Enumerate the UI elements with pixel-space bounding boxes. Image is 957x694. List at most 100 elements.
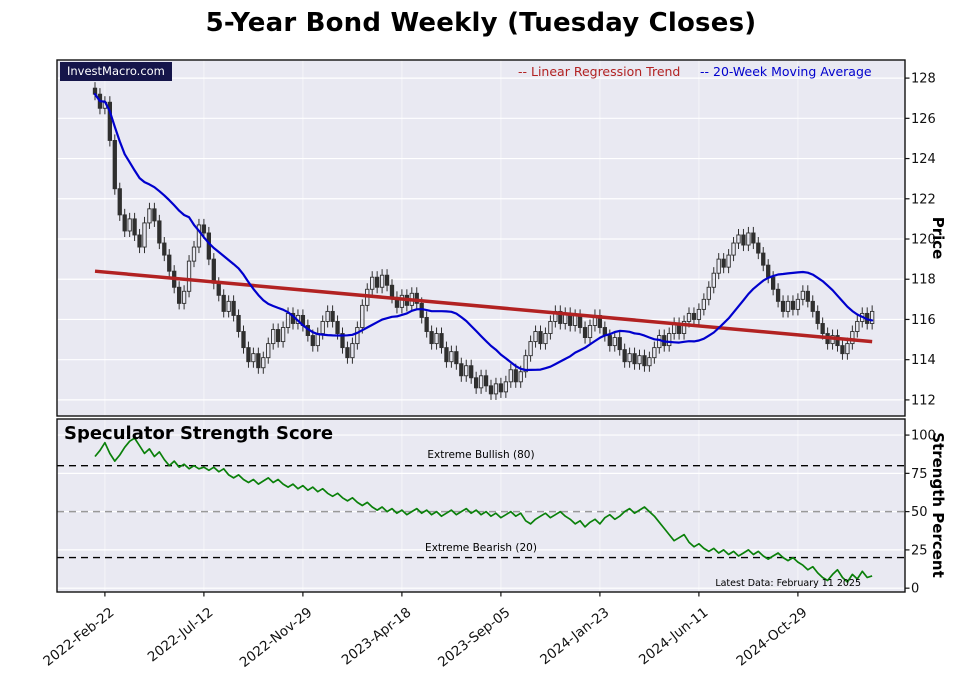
candle — [246, 347, 251, 363]
candle — [370, 276, 375, 290]
candle — [751, 232, 756, 244]
candle — [513, 369, 518, 383]
panel-bg — [57, 419, 905, 592]
regression-line — [94, 269, 873, 344]
candle — [647, 357, 652, 367]
candle — [543, 333, 548, 345]
candle — [503, 381, 508, 393]
candle — [756, 242, 761, 254]
candle — [236, 314, 241, 332]
candle — [241, 331, 246, 349]
candle — [256, 353, 261, 369]
candle — [127, 218, 132, 232]
extreme-bullish-label: Extreme Bullish (80) — [427, 449, 535, 461]
candle — [686, 312, 692, 322]
candle — [573, 314, 578, 326]
watermark-badge: InvestMacro.com — [60, 62, 172, 81]
candle — [558, 310, 563, 324]
price-tick-label: 124 — [911, 152, 936, 167]
candle — [706, 286, 711, 300]
candle — [379, 274, 385, 288]
candle — [736, 234, 741, 244]
x-tick-label: 2022-Jul-12 — [145, 605, 217, 666]
x-tick-label: 2022-Nov-29 — [237, 605, 316, 671]
candle — [850, 331, 855, 345]
candle — [523, 355, 528, 373]
candle — [191, 246, 197, 262]
candle — [399, 294, 405, 308]
candle — [691, 312, 697, 320]
candle — [147, 208, 152, 224]
candle — [132, 218, 137, 236]
candle — [216, 282, 221, 296]
candle — [261, 357, 266, 369]
candle — [741, 234, 746, 246]
candle — [107, 101, 113, 141]
candle — [721, 258, 726, 268]
candle — [637, 355, 642, 365]
candle — [167, 254, 172, 272]
x-tick-label: 2023-Apr-18 — [339, 605, 415, 669]
latest-data-label: Latest Data: February 11 2025 — [715, 578, 861, 589]
candle — [667, 333, 672, 347]
strength-tick-label: 0 — [911, 582, 919, 597]
candle — [716, 258, 721, 274]
price-tick-label: 112 — [911, 393, 936, 408]
candle — [117, 188, 122, 216]
candle — [122, 214, 127, 232]
price-tick-label: 126 — [911, 112, 936, 127]
strength-axis-label: Strength Percent — [929, 432, 947, 578]
candle — [766, 264, 771, 278]
candle — [350, 343, 355, 359]
candle — [746, 232, 751, 246]
candle — [696, 308, 702, 320]
strength-tick-label: 75 — [911, 467, 928, 482]
candle — [459, 363, 464, 377]
x-tick-label: 2024-Jun-11 — [636, 605, 711, 669]
candle — [449, 351, 454, 363]
moving-average-line — [93, 93, 874, 372]
candle — [845, 343, 850, 355]
candle — [795, 298, 801, 310]
candle — [870, 310, 875, 324]
candle — [612, 337, 617, 347]
x-tick-label: 2024-Jan-23 — [537, 605, 612, 669]
candle — [221, 294, 226, 312]
candle — [488, 385, 494, 395]
candle — [508, 369, 513, 383]
candle — [840, 345, 845, 355]
candle — [582, 327, 588, 339]
candle — [701, 298, 707, 310]
x-tick-label: 2024-Oct-29 — [734, 605, 811, 670]
candle — [538, 331, 543, 345]
extreme-bearish-label: Extreme Bearish (20) — [425, 542, 537, 554]
candle — [355, 327, 360, 345]
candle — [157, 220, 162, 244]
candle — [340, 333, 345, 349]
candle — [805, 290, 810, 302]
candle — [771, 276, 776, 290]
candle — [622, 349, 627, 363]
candle — [632, 353, 637, 365]
chart-title: 5-Year Bond Weekly (Tuesday Closes) — [205, 8, 757, 38]
price-tick-label: 122 — [911, 192, 936, 207]
candle — [528, 341, 533, 357]
candle — [587, 325, 593, 339]
candle — [681, 321, 687, 334]
candle — [533, 331, 538, 343]
candle — [577, 314, 583, 328]
candle — [335, 321, 340, 334]
candle — [325, 310, 330, 322]
candle — [142, 222, 147, 248]
candle — [384, 274, 390, 286]
candle — [137, 234, 142, 248]
panel-border — [56, 418, 906, 593]
candle — [345, 347, 350, 359]
candle — [474, 377, 479, 389]
candle — [439, 333, 444, 349]
candle — [835, 335, 840, 347]
x-tick-label: 2023-Sep-05 — [435, 605, 513, 671]
strength-tick-label: 25 — [911, 543, 928, 558]
candle — [389, 284, 395, 298]
candle — [181, 290, 187, 304]
